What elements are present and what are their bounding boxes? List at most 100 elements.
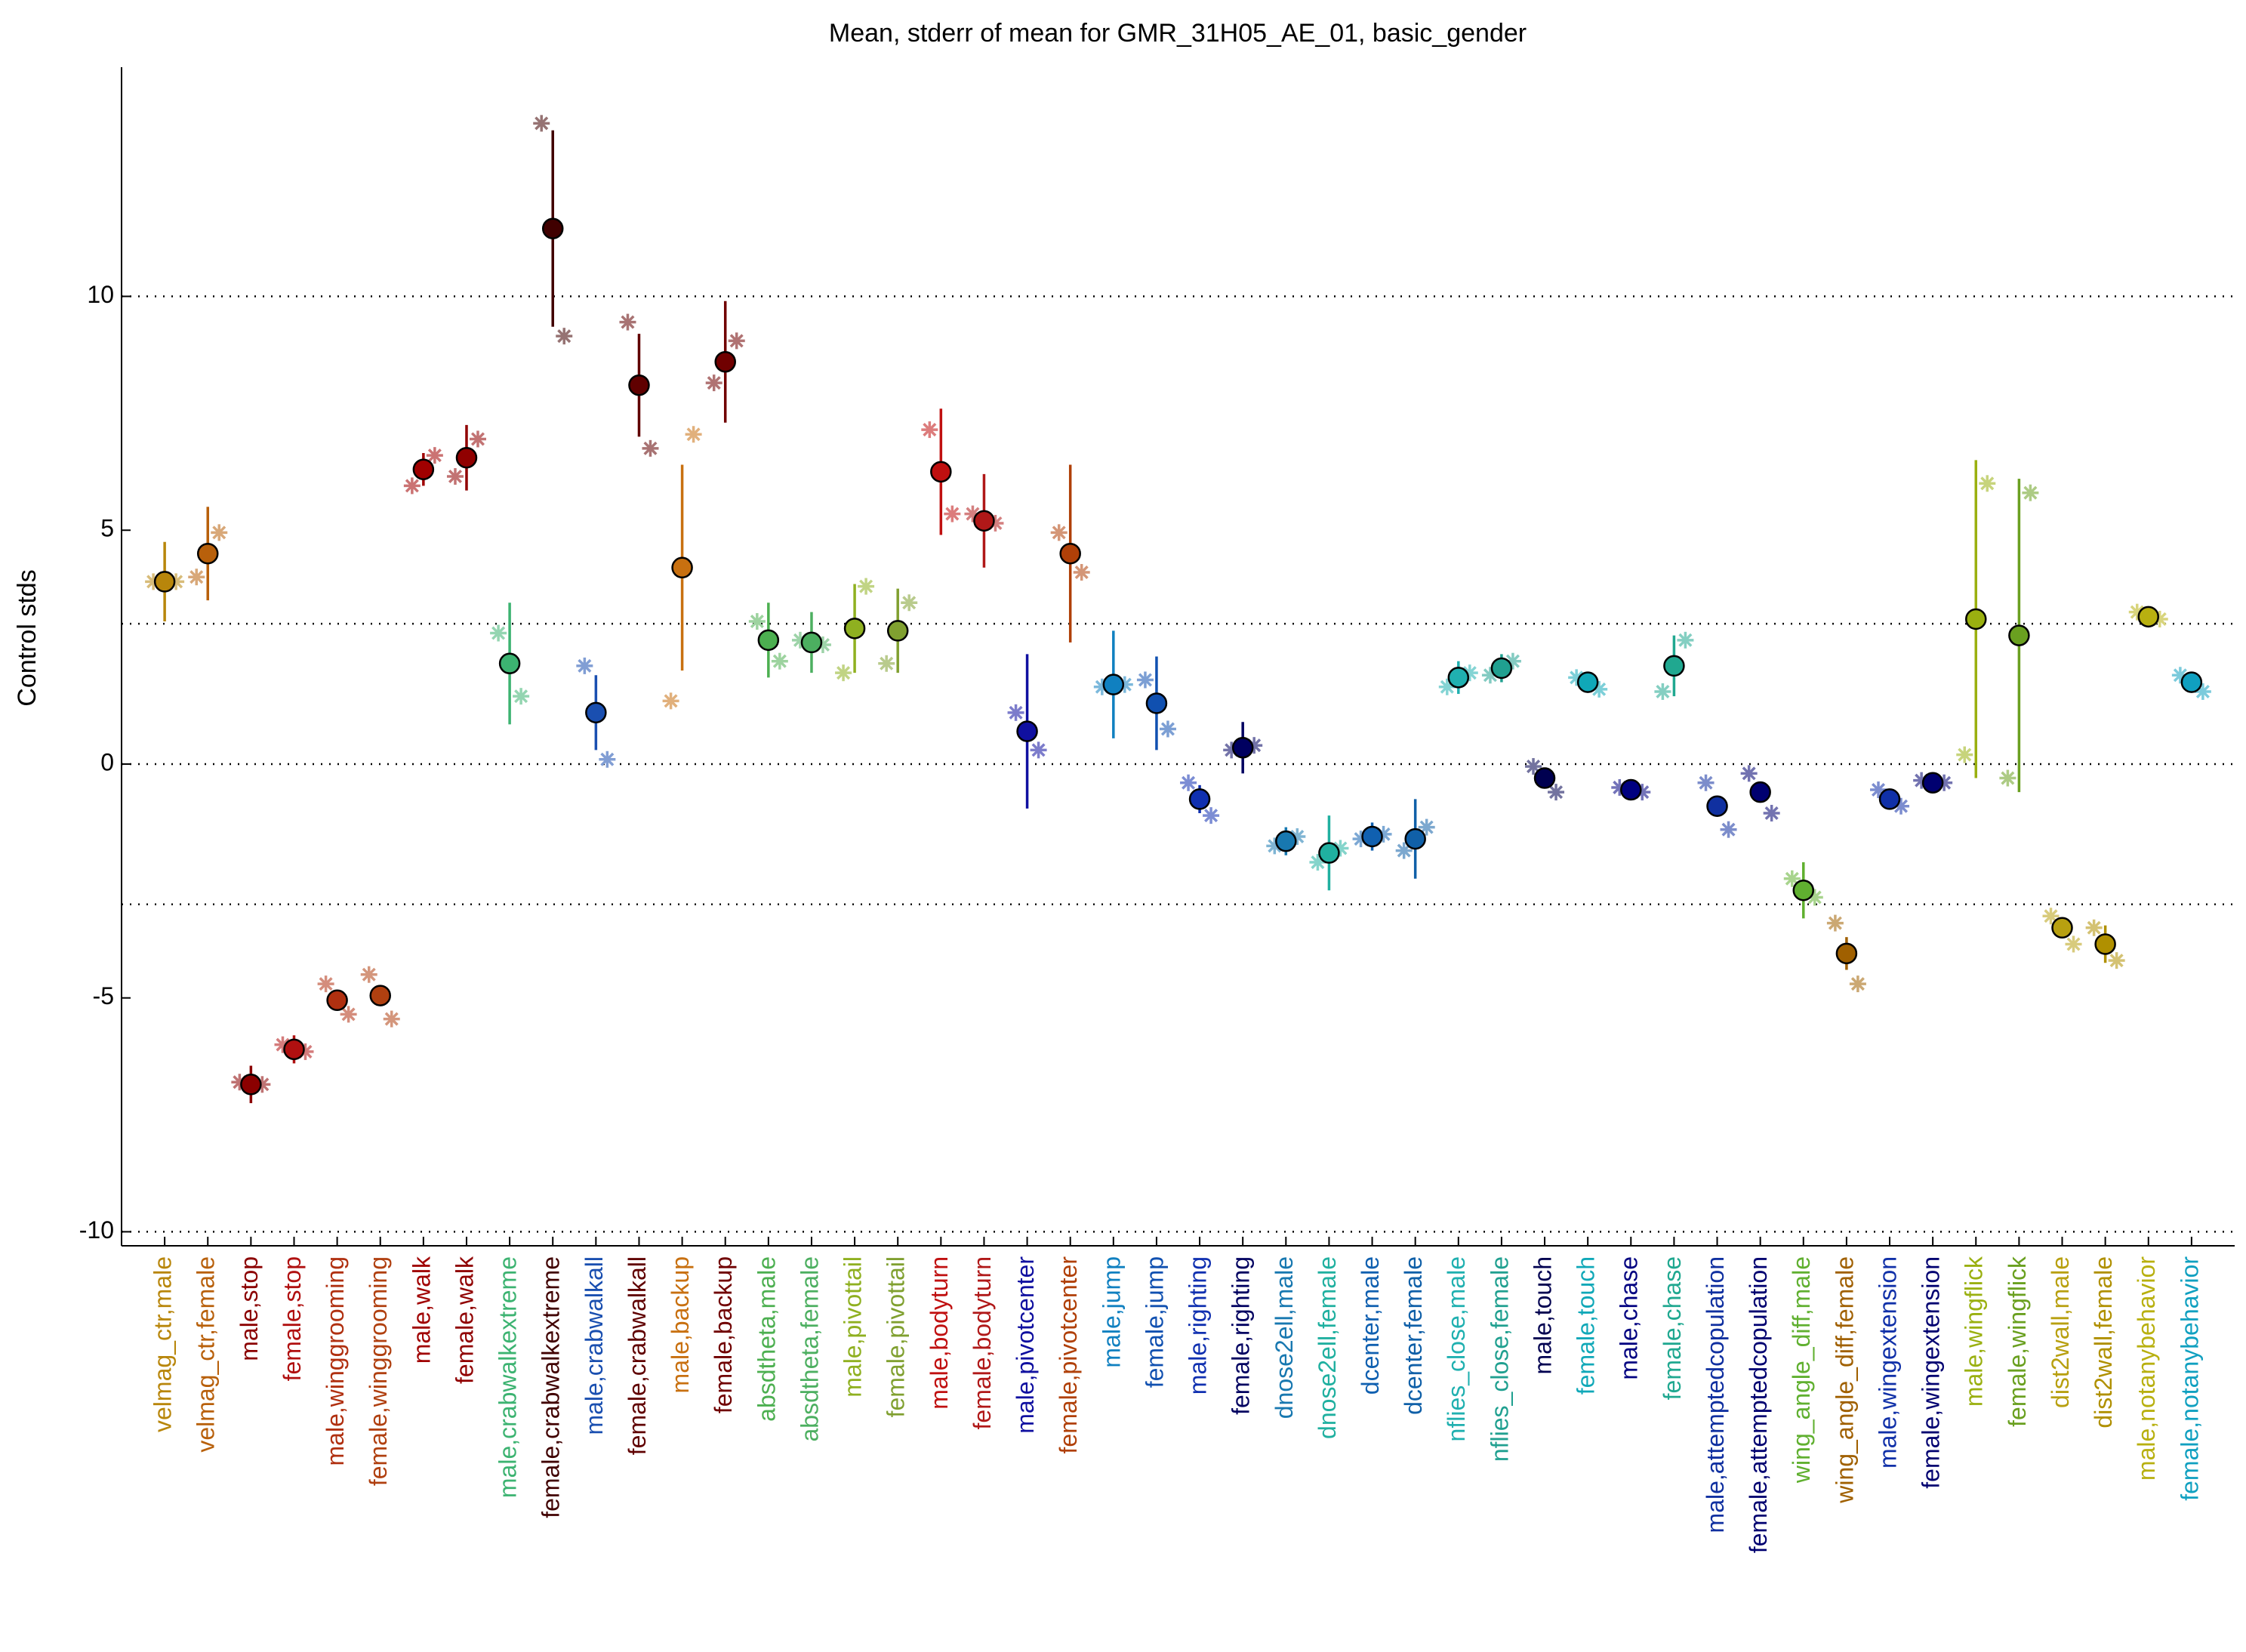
experiment-star [1136,671,1154,689]
mean-marker [1706,795,1728,817]
experiment-star [1697,774,1715,791]
chart-title: Mean, stderr of mean for GMR_31H05_AE_01… [829,19,1527,48]
x-tick-label: female,crabwalkall [624,1256,651,1455]
mean-marker [1965,608,1987,630]
x-tick-label: absdtheta,female [796,1256,823,1442]
x-tick-label: velmag_ctr,female [193,1256,220,1453]
experiment-star [1073,564,1090,581]
star-stroke [1009,705,1023,720]
x-tick-label: nflies_close,male [1443,1256,1470,1441]
y-tick-label: -5 [93,982,114,1009]
x-tick-label: male,chase [1616,1256,1643,1380]
experiment-star [469,430,486,448]
mean-marker [757,629,780,652]
experiment-star [1677,631,1694,649]
x-tick-label: wing_angle_diff,male [1788,1256,1815,1484]
x-tick-label: female,righting [1228,1256,1255,1415]
star-stroke [1527,760,1541,774]
x-tick-label: male,pivotcenter [1012,1256,1039,1434]
experiment-star [2085,919,2103,936]
x-tick-label: male,walk [408,1256,435,1364]
star-stroke [1570,670,1584,685]
star-stroke [2109,954,2124,968]
x-tick-label: female,bodyturn [969,1256,996,1429]
mean-marker [1921,772,1944,794]
star-stroke [664,694,678,708]
star-stroke [1785,871,1799,886]
x-tick-label: dcenter,female [1400,1256,1427,1415]
star-stroke [923,423,937,437]
mean-marker [326,989,348,1012]
experiment-star [2022,484,2039,501]
mean-marker [1102,673,1125,695]
y-tick-label: -10 [79,1216,114,1244]
star-stroke [1656,684,1670,698]
y-tick-label: 5 [100,515,114,542]
mean-marker [1663,655,1685,677]
star-stroke [578,658,592,673]
star-stroke [362,967,376,982]
y-axis-label: Control stds [13,569,42,706]
experiment-star [383,1010,400,1028]
star-stroke [2130,605,2144,619]
x-tick-label: female,attemptedcopulation [1745,1256,1772,1553]
mean-marker [240,1074,262,1096]
y-tick-label: 10 [87,281,114,308]
star-stroke [1204,809,1219,823]
star-stroke [212,525,226,540]
experiment-star [490,624,507,642]
x-tick-label: male,wingextension [1874,1256,1901,1469]
experiment-star [878,655,895,672]
experiment-star [619,313,636,331]
mean-marker [1576,671,1599,693]
star-stroke [1678,633,1693,647]
experiment-star [1203,807,1220,824]
experiment-star [1870,781,1887,799]
mean-marker [2008,624,2030,646]
x-tick-label: male,righting [1185,1256,1212,1395]
x-tick-label: female,crabwalkextreme [538,1256,565,1518]
star-stroke [1592,682,1607,696]
x-tick-label: female,chase [1659,1256,1686,1400]
mean-marker [196,542,219,565]
experiment-star [1050,524,1068,541]
experiment-star [1720,821,1737,838]
star-stroke [750,615,764,629]
x-tick-label: dnose2ell,male [1271,1256,1298,1419]
star-stroke [880,656,894,670]
star-stroke [2066,937,2081,951]
star-stroke [1182,775,1196,790]
experiment-star [1763,805,1780,822]
mean-marker [714,351,736,373]
mean-marker [1188,788,1211,810]
mean-marker [973,510,995,532]
star-stroke [643,441,658,455]
experiment-star [1548,784,1565,801]
mean-marker [1835,942,1858,965]
x-tick-label: male,backup [667,1256,694,1393]
experiment-star [188,569,205,586]
star-stroke [707,376,721,390]
star-stroke [1031,743,1046,757]
x-tick-label: male,crabwalkextreme [494,1256,522,1498]
mean-marker [1749,781,1771,803]
mean-marker [628,374,650,396]
star-stroke [470,432,485,446]
star-stroke [189,570,204,584]
star-stroke [1721,822,1736,837]
x-tick-label: dist2wall,female [2090,1256,2117,1429]
experiment-star [1180,774,1197,791]
x-tick-label: female,walk [451,1256,478,1384]
mean-marker [1878,788,1901,810]
experiment-star [513,688,530,705]
mean-marker [369,985,391,1006]
star-stroke [341,1007,356,1022]
star-stroke [859,579,873,593]
experiment-star [211,524,228,541]
mean-marker [498,652,521,675]
x-tick-label: dnose2ell,female [1314,1256,1341,1439]
x-tick-label: male,wingflick [1961,1256,1988,1407]
experiment-star [748,613,766,630]
experiment-star [1849,975,1866,993]
x-tick-label: dcenter,male [1357,1256,1384,1395]
